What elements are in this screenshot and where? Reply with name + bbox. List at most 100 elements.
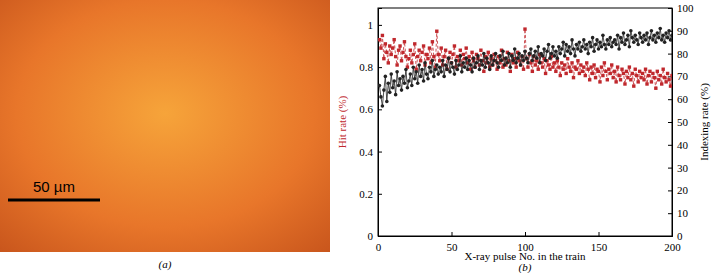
marker: [437, 53, 440, 56]
marker: [484, 65, 488, 69]
marker: [454, 59, 458, 63]
marker: [456, 68, 460, 72]
marker: [519, 63, 522, 66]
series-line: [379, 29, 672, 107]
marker: [473, 65, 477, 69]
marker: [461, 61, 465, 65]
marker: [613, 70, 616, 73]
marker: [392, 38, 395, 41]
marker: [603, 61, 606, 64]
tick: 0.4: [359, 146, 382, 158]
marker: [401, 51, 404, 54]
marker: [541, 65, 544, 68]
marker: [381, 34, 384, 37]
marker: [576, 47, 580, 51]
marker: [554, 50, 558, 54]
tick-mark: [378, 25, 382, 26]
marker: [523, 50, 527, 54]
marker: [629, 78, 632, 81]
marker: [404, 68, 408, 72]
marker: [603, 43, 607, 47]
marker: [506, 61, 510, 65]
marker: [617, 47, 621, 51]
marker: [414, 70, 418, 74]
marker: [623, 82, 626, 85]
marker: [412, 53, 415, 56]
marker: [417, 49, 420, 52]
marker: [536, 45, 540, 49]
marker: [639, 36, 643, 40]
scale-bar: [8, 199, 100, 202]
marker: [644, 38, 648, 42]
marker: [511, 59, 515, 63]
marker: [417, 63, 421, 67]
panel-label: (a): [159, 258, 172, 271]
marker: [604, 47, 608, 51]
marker: [664, 80, 667, 83]
marker: [628, 45, 632, 49]
marker: [387, 61, 390, 64]
marker: [420, 51, 423, 54]
marker: [569, 52, 573, 56]
marker: [622, 31, 626, 35]
marker: [407, 79, 411, 83]
marker: [569, 70, 572, 73]
marker: [663, 76, 666, 79]
marker: [620, 68, 623, 71]
marker: [444, 63, 448, 67]
marker: [666, 36, 670, 40]
marker: [588, 40, 592, 44]
marker: [544, 72, 547, 75]
marker: [416, 81, 420, 85]
marker: [661, 34, 665, 38]
marker: [404, 55, 407, 58]
marker: [470, 70, 474, 74]
marker: [612, 76, 615, 79]
marker: [604, 70, 607, 73]
marker: [466, 68, 470, 72]
marker: [382, 57, 385, 60]
tick: 50: [447, 232, 459, 253]
marker: [560, 61, 563, 64]
marker: [548, 68, 551, 71]
marker: [572, 47, 576, 51]
marker: [409, 72, 413, 76]
marker: [426, 77, 430, 81]
marker: [572, 76, 575, 79]
tick-label: 40: [677, 139, 689, 151]
marker: [523, 27, 526, 30]
marker: [636, 80, 639, 83]
marker: [556, 56, 560, 60]
marker: [575, 43, 579, 47]
marker: [470, 51, 473, 54]
tick: 0: [368, 230, 383, 242]
marker: [472, 56, 476, 60]
marker: [438, 65, 442, 69]
marker: [529, 47, 533, 51]
marker: [440, 46, 443, 49]
tick-label: 0.2: [359, 188, 373, 200]
marker: [533, 50, 537, 54]
marker: [395, 63, 398, 66]
marker: [626, 76, 629, 79]
marker: [478, 68, 482, 72]
marker: [578, 40, 582, 44]
tick: 1: [368, 19, 383, 31]
tick-label: 30: [677, 162, 689, 174]
marker: [501, 50, 505, 54]
marker: [560, 47, 564, 51]
marker: [514, 61, 518, 65]
marker: [517, 52, 521, 56]
marker: [581, 45, 585, 49]
marker: [459, 49, 462, 52]
tick-label: 0.4: [359, 146, 373, 158]
marker: [654, 87, 657, 90]
plot-frame: [378, 8, 672, 236]
marker: [423, 61, 427, 65]
marker: [551, 45, 555, 49]
marker: [597, 47, 601, 51]
marker: [429, 70, 433, 74]
marker: [388, 91, 392, 95]
marker: [635, 38, 639, 42]
marker: [503, 63, 507, 67]
